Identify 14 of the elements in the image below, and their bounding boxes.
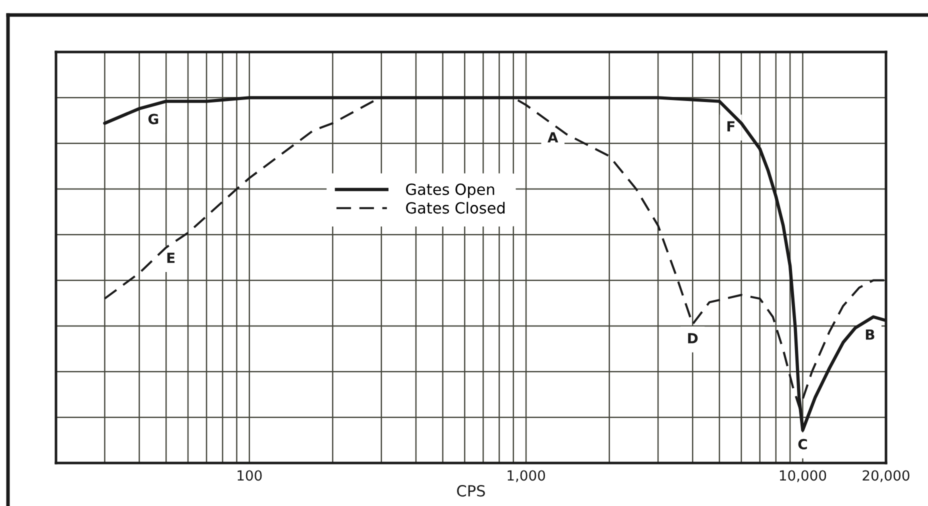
x-axis-title: CPS: [457, 485, 485, 497]
annotation: F: [727, 121, 734, 132]
x-tick-label: 1,000: [508, 470, 546, 482]
annotation: C: [798, 438, 807, 450]
x-tick-label: 20,000: [862, 470, 910, 482]
annotation: A: [548, 132, 558, 142]
annotation: D: [688, 333, 698, 344]
x-tick-label: 100: [238, 470, 262, 481]
x-tick-label: 10,000: [780, 470, 826, 482]
annotation: G: [148, 114, 158, 124]
annotation: E: [167, 252, 175, 263]
legend-label: Gates Open: [406, 184, 494, 198]
legend-label: Gates Closed: [406, 202, 505, 214]
annotation: B: [866, 330, 874, 340]
